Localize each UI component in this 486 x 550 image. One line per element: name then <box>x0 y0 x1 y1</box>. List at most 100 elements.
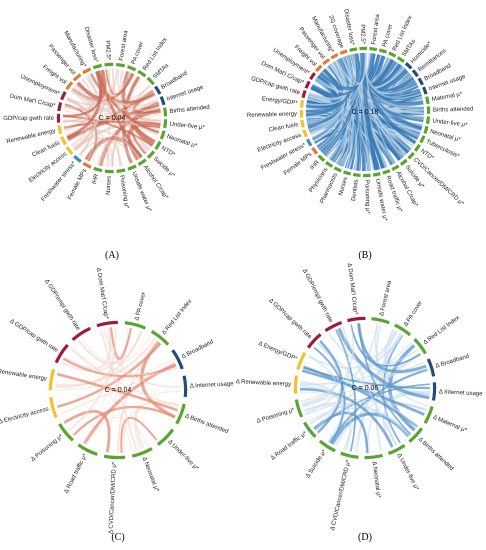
node-label: NTD* <box>160 146 176 159</box>
node-arc <box>414 143 421 152</box>
chord-link <box>310 341 412 425</box>
chord-link <box>109 327 132 360</box>
chord-link <box>388 344 416 432</box>
chord-link <box>64 78 95 110</box>
chord-link <box>73 69 108 150</box>
node-label: Disaster loss* <box>83 26 99 64</box>
node-arc <box>131 447 153 458</box>
node-arc <box>425 116 431 125</box>
node-label: IHR <box>92 173 101 185</box>
chord-link <box>310 60 347 136</box>
node-arc <box>72 73 82 82</box>
chord-link <box>97 141 123 167</box>
node-arc <box>364 453 383 460</box>
chord-link <box>328 55 355 87</box>
node-arc <box>82 67 92 75</box>
node-label: Dentists <box>351 179 360 201</box>
node-label: Δ Road traffic μ* <box>270 430 309 461</box>
node-arc <box>294 399 304 418</box>
node-label: Clean fuels <box>268 122 299 133</box>
node-label: Δ Births attended <box>184 413 229 435</box>
chord-link <box>305 405 343 442</box>
chord-link <box>330 53 361 86</box>
node-arc <box>382 169 391 175</box>
node-label: Renewable energy <box>6 128 56 145</box>
node-arc <box>293 375 299 394</box>
chord-link <box>301 324 354 402</box>
node-arc <box>48 368 56 391</box>
node-label: Clean fuels <box>31 140 61 158</box>
node-arc <box>404 62 413 70</box>
node-arc <box>146 76 155 86</box>
node-arc <box>399 158 408 166</box>
node-arc <box>431 382 437 401</box>
node-arc <box>303 421 317 439</box>
chord-link <box>63 327 111 370</box>
node-arc <box>301 89 307 99</box>
node-label: PM2.5* <box>104 40 111 61</box>
node-arc <box>163 119 168 129</box>
chord-link <box>78 340 178 376</box>
panel-label: (C) <box>111 532 124 543</box>
node-arc <box>300 119 305 128</box>
node-arc <box>182 375 188 398</box>
node-label: Δ Renewable energy <box>236 379 292 388</box>
node-label: Δ GDP/empl gwth rate <box>43 279 81 333</box>
chord-panel-c: Δ PA cover Δ Red List Index Δ Broadband Δ I… <box>0 267 234 543</box>
node-label: Δ Suicide μ* <box>305 448 328 479</box>
node-label: Δ Neonatal μ* <box>371 461 382 499</box>
node-arc <box>407 151 415 160</box>
node-label: Female MPs <box>67 168 88 201</box>
node-label: NTD* <box>419 148 435 162</box>
node-label: Under-five μ* <box>432 118 468 129</box>
node-label: Renewable energy <box>247 111 297 118</box>
node-label: Dom Mat'l C/cap* <box>9 94 56 110</box>
node-label: Δ Neonatal μ* <box>141 456 160 493</box>
chord-link <box>70 90 95 156</box>
panel-label: (D) <box>358 532 372 543</box>
node-arc <box>426 358 436 377</box>
node-arc <box>426 106 431 114</box>
chord-link <box>70 347 133 452</box>
node-arc <box>54 343 69 364</box>
node-arc <box>56 113 61 123</box>
node-arc <box>127 164 137 171</box>
node-label: Under-five μ* <box>169 122 205 132</box>
node-arc <box>309 72 316 81</box>
node-arc <box>330 53 339 60</box>
node-label: Poisoning μ* <box>363 180 370 215</box>
node-arc <box>363 173 371 178</box>
node-label: Δ Internet usage <box>439 389 484 397</box>
node-arc <box>394 323 412 337</box>
chord-link <box>63 410 111 453</box>
node-label: Δ Broadband <box>435 354 470 370</box>
node-arc <box>359 46 367 51</box>
node-arc <box>116 168 126 173</box>
node-arc <box>163 107 168 117</box>
chord-link <box>366 392 430 454</box>
node-arc <box>333 166 342 173</box>
chord-link <box>86 417 149 446</box>
chord-link <box>64 128 110 167</box>
chord-links <box>54 326 182 454</box>
center-coefficient: C = 0.04 <box>105 387 132 394</box>
node-label: Δ Dom Mat'l C/cap* <box>346 263 358 316</box>
node-arc <box>387 443 406 456</box>
node-arc <box>96 320 118 328</box>
node-label: Δ Energy/GDP* <box>257 341 298 363</box>
node-arc <box>93 166 103 173</box>
node-label: IHR <box>309 159 321 171</box>
chord-link <box>120 417 158 453</box>
node-label: Nurses <box>338 177 349 197</box>
chord-link <box>73 405 176 436</box>
node-label: Δ Poisoning μ* <box>256 407 296 424</box>
node-arc <box>423 406 434 424</box>
node-arc <box>339 49 348 55</box>
node-arc <box>306 333 322 349</box>
node-label: Δ Dom Mat'l C/cap* <box>95 267 109 320</box>
node-arc <box>325 161 334 168</box>
node-label: Δ CVD/Cancer/DM/CRD μ* <box>108 461 118 534</box>
